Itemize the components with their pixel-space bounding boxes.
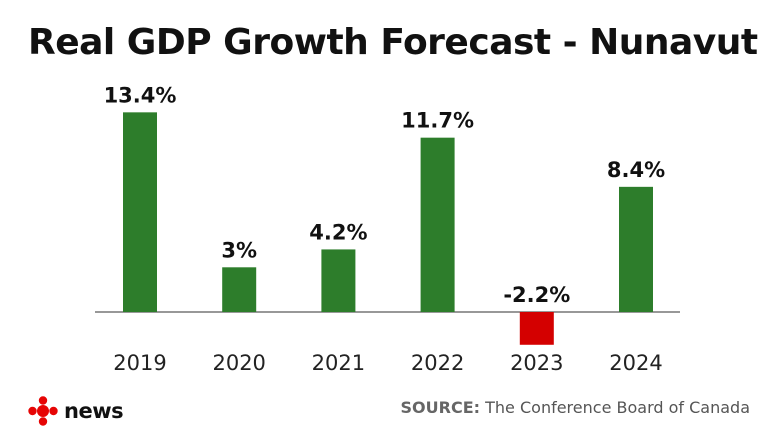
- chart-title: Real GDP Growth Forecast - Nunavut: [28, 22, 758, 63]
- x-tick-label-2023: 2023: [510, 351, 563, 375]
- data-label-2023: -2.2%: [503, 283, 570, 307]
- bar-2019: [123, 112, 157, 312]
- cbc-news-logo: news: [27, 395, 124, 427]
- source-value: The Conference Board of Canada: [480, 398, 750, 417]
- bar-2024: [619, 186, 653, 312]
- source-key: SOURCE:: [400, 398, 481, 417]
- x-tick-label-2020: 2020: [212, 351, 265, 375]
- data-label-2024: 8.4%: [607, 158, 665, 182]
- x-tick-label-2024: 2024: [609, 351, 662, 375]
- cbc-gem-icon: [28, 396, 58, 426]
- logo-wordmark: news: [64, 399, 124, 423]
- bar-2021: [321, 249, 356, 312]
- data-label-2022: 11.7%: [401, 109, 474, 133]
- x-tick-label-2022: 2022: [411, 351, 464, 375]
- bar-2020: [222, 267, 257, 312]
- bar-2023: [519, 312, 554, 345]
- data-label-2020: 3%: [221, 238, 257, 262]
- data-label-2021: 4.2%: [309, 220, 367, 244]
- data-label-2019: 13.4%: [104, 83, 177, 107]
- x-tick-label-2021: 2021: [312, 351, 365, 375]
- bar-2022: [420, 137, 455, 312]
- x-tick-label-2019: 2019: [113, 351, 166, 375]
- source-credit: SOURCE: The Conference Board of Canada: [401, 398, 750, 417]
